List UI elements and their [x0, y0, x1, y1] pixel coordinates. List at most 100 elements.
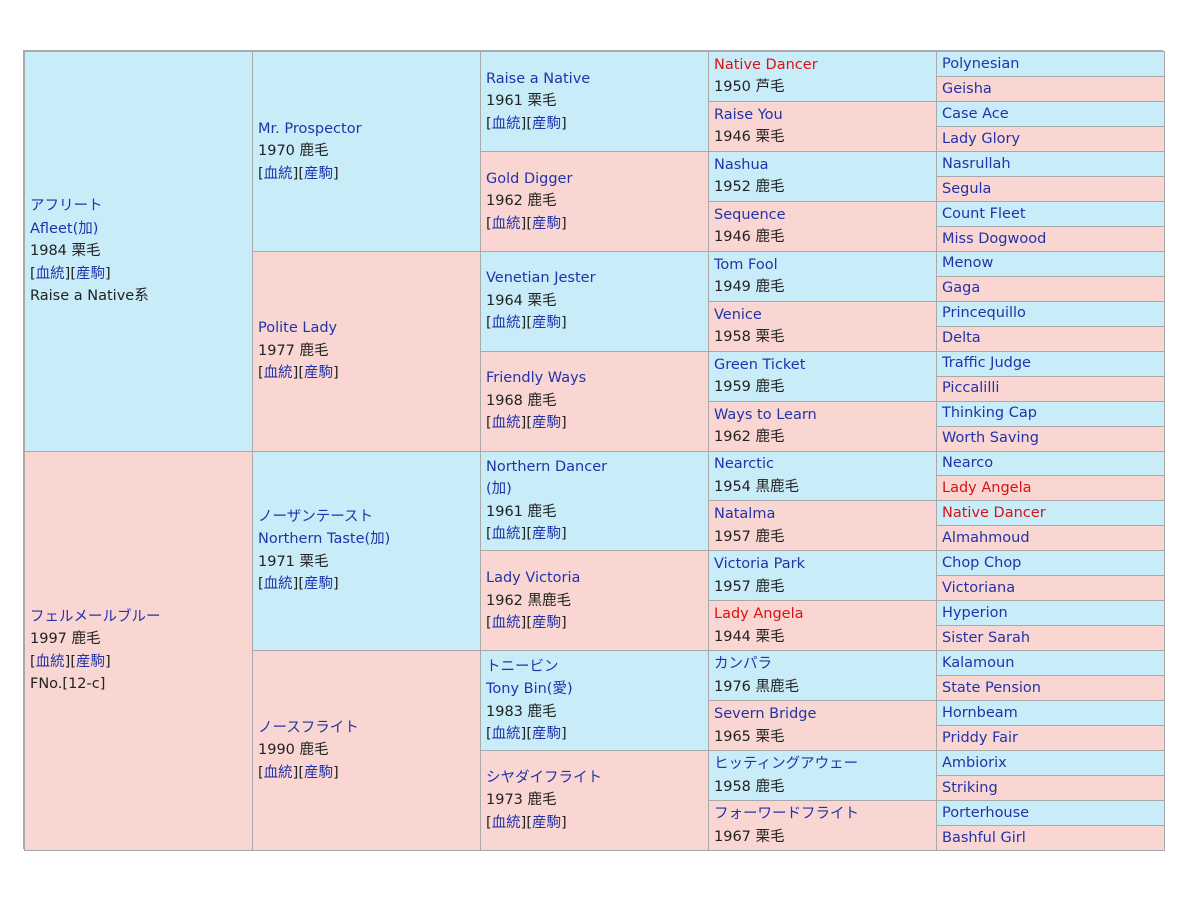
horse-name-link[interactable]: Ways to Learn	[714, 406, 817, 423]
horse-name-link[interactable]: Sister Sarah	[942, 630, 1031, 647]
pedigree-link[interactable]: 血統	[491, 115, 521, 132]
offspring-link[interactable]: 産駒	[304, 165, 333, 182]
horse-name-link[interactable]: Nasrullah	[942, 155, 1011, 172]
horse-name-link[interactable]: Ambiorix	[942, 754, 1007, 771]
offspring-link[interactable]: 産駒	[532, 526, 561, 543]
offspring-link[interactable]: 産駒	[304, 365, 333, 382]
offspring-link[interactable]: 産駒	[532, 415, 561, 432]
offspring-link[interactable]: 産駒	[76, 653, 105, 670]
pedigree-table: アフリート Afleet(加) 1984 栗毛 [血統][産駒] Raise a Nat…	[23, 50, 1165, 851]
horse-name-link[interactable]: Lady Angela	[714, 606, 804, 623]
horse-name-link[interactable]: アフリート	[30, 198, 103, 214]
offspring-link[interactable]: 産駒	[532, 315, 561, 332]
horse-name-link[interactable]: (加)	[486, 481, 512, 498]
horse-name-link[interactable]: Native Dancer	[714, 56, 818, 73]
offspring-link[interactable]: 産駒	[532, 814, 561, 831]
horse-name-link[interactable]: Sequence	[714, 206, 786, 223]
horse-name-link[interactable]: Natalma	[714, 506, 776, 523]
offspring-link[interactable]: 産駒	[532, 726, 561, 743]
horse-name-link[interactable]: Afleet(加)	[30, 220, 99, 237]
horse-name-link[interactable]: フェルメールブルー	[30, 608, 161, 625]
horse-name-link[interactable]: Gaga	[942, 280, 981, 297]
horse-name-link[interactable]: Friendly Ways	[486, 370, 587, 387]
pedigree-cell-gen5-16: Worth Saving	[936, 425, 1165, 452]
horse-name-link[interactable]: Case Ace	[942, 105, 1009, 122]
horse-name-link[interactable]: Lady Glory	[942, 130, 1021, 147]
horse-name-link[interactable]: Nashua	[714, 156, 769, 173]
horse-name-link[interactable]: Piccalilli	[942, 380, 1000, 397]
horse-name-link[interactable]: ノースフライト	[258, 719, 359, 736]
pedigree-link[interactable]: 血統	[35, 653, 65, 670]
horse-name-link[interactable]: Severn Bridge	[714, 706, 817, 723]
pedigree-cell-gen4-11: Victoria Park 1957 鹿毛	[708, 550, 937, 602]
offspring-link[interactable]: 産駒	[304, 764, 333, 781]
horse-name-link[interactable]: Hornbeam	[942, 704, 1018, 721]
horse-name-link[interactable]: Nearctic	[714, 456, 774, 473]
horse-name-link[interactable]: Northern Taste(加)	[258, 531, 391, 548]
horse-name-link[interactable]: Segula	[942, 180, 992, 197]
pedigree-link[interactable]: 血統	[491, 726, 521, 743]
horse-name-link[interactable]: シヤダイフライト	[486, 769, 602, 786]
offspring-link[interactable]: 産駒	[532, 115, 561, 132]
horse-name-link[interactable]: ノーザンテースト	[258, 508, 373, 525]
pedigree-link[interactable]: 血統	[491, 526, 521, 543]
horse-name-link[interactable]: Venetian Jester	[486, 270, 596, 287]
pedigree-link[interactable]: 血統	[35, 265, 65, 282]
horse-name-link[interactable]: Tony Bin(愛)	[486, 681, 573, 698]
horse-name-link[interactable]: Porterhouse	[942, 804, 1030, 821]
pedigree-link[interactable]: 血統	[491, 615, 521, 632]
horse-name-link[interactable]: Lady Angela	[942, 480, 1032, 497]
horse-name-link[interactable]: Northern Dancer	[486, 458, 608, 475]
horse-name-link[interactable]: Victoria Park	[714, 556, 805, 573]
horse-name-link[interactable]: Kalamoun	[942, 654, 1015, 671]
pedigree-link[interactable]: 血統	[491, 315, 521, 332]
pedigree-link[interactable]: 血統	[263, 165, 293, 182]
horse-name-link[interactable]: Gold Digger	[486, 170, 573, 187]
birth-year-color: 1984 栗毛	[30, 243, 101, 259]
horse-name-link[interactable]: Menow	[942, 255, 994, 272]
offspring-link[interactable]: 産駒	[532, 615, 561, 632]
horse-name-link[interactable]: Raise a Native	[486, 70, 591, 87]
horse-name-link[interactable]: トニービン	[486, 658, 559, 675]
horse-name-link[interactable]: Priddy Fair	[942, 729, 1018, 746]
pedigree-link[interactable]: 血統	[491, 215, 521, 232]
pedigree-link[interactable]: 血統	[263, 576, 293, 593]
horse-name-link[interactable]: Venice	[714, 306, 762, 323]
horse-name-link[interactable]: Worth Saving	[942, 430, 1039, 447]
horse-name-link[interactable]: Hyperion	[942, 605, 1008, 622]
horse-name-link[interactable]: カンパラ	[714, 656, 772, 673]
horse-name-link[interactable]: Polynesian	[942, 55, 1020, 72]
horse-name-link[interactable]: フォーワードフライト	[714, 806, 859, 823]
horse-name-link[interactable]: Native Dancer	[942, 505, 1046, 522]
horse-name-link[interactable]: Geisha	[942, 80, 992, 97]
horse-name-link[interactable]: Striking	[942, 779, 998, 796]
horse-name-link[interactable]: Bashful Girl	[942, 829, 1026, 846]
horse-name-link[interactable]: Raise You	[714, 106, 783, 123]
pedigree-link[interactable]: 血統	[263, 365, 293, 382]
horse-name-link[interactable]: Victoriana	[942, 580, 1016, 597]
horse-name-link[interactable]: Miss Dogwood	[942, 230, 1047, 247]
horse-name-link[interactable]: ヒッティングアウェー	[714, 756, 859, 773]
pedigree-cell-gen4-15: ヒッティングアウェー 1958 鹿毛	[708, 750, 937, 802]
horse-name-link[interactable]: Count Fleet	[942, 205, 1026, 222]
horse-name-link[interactable]: Almahmoud	[942, 530, 1030, 547]
horse-name-link[interactable]: Chop Chop	[942, 555, 1022, 572]
horse-name-link[interactable]: Nearco	[942, 455, 994, 472]
pedigree-link[interactable]: 血統	[491, 814, 521, 831]
horse-name-link[interactable]: Green Ticket	[714, 356, 806, 373]
pedigree-link[interactable]: 血統	[263, 764, 293, 781]
horse-name-link[interactable]: Princequillo	[942, 305, 1026, 322]
horse-name-link[interactable]: Delta	[942, 330, 981, 347]
horse-name-link[interactable]: Polite Lady	[258, 320, 338, 337]
offspring-link[interactable]: 産駒	[532, 215, 561, 232]
horse-name-link[interactable]: Tom Fool	[714, 256, 778, 273]
horse-name-link[interactable]: State Pension	[942, 679, 1041, 696]
horse-name-link[interactable]: Traffic Judge	[942, 355, 1031, 372]
offspring-link[interactable]: 産駒	[304, 576, 333, 593]
horse-name-link[interactable]: Mr. Prospector	[258, 120, 362, 137]
pedigree-cell-gen5-8: Miss Dogwood	[936, 225, 1165, 252]
horse-name-link[interactable]: Thinking Cap	[942, 405, 1037, 422]
offspring-link[interactable]: 産駒	[76, 265, 105, 282]
horse-name-link[interactable]: Lady Victoria	[486, 570, 581, 587]
pedigree-link[interactable]: 血統	[491, 415, 521, 432]
